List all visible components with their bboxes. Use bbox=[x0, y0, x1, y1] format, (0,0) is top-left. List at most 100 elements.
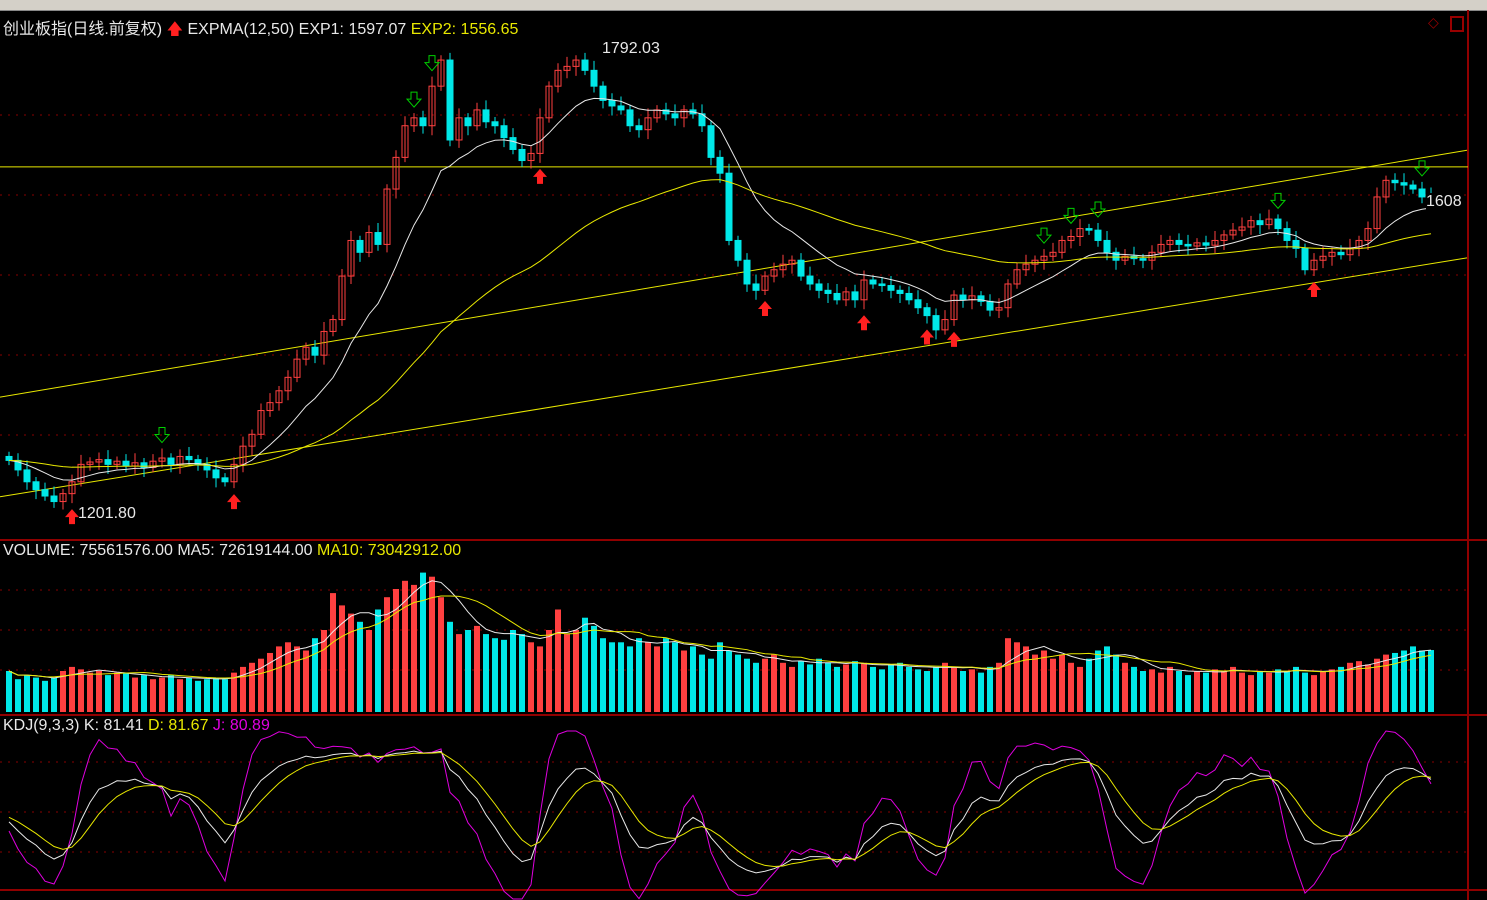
volume-bar bbox=[1104, 646, 1110, 712]
candle-body bbox=[491, 121, 499, 127]
volume-bar bbox=[1311, 675, 1317, 712]
volume-bar bbox=[825, 662, 831, 712]
candle-body bbox=[446, 59, 454, 141]
volume-bar bbox=[159, 677, 165, 712]
indicator-name: EXPMA(12,50) bbox=[187, 21, 295, 38]
candle-body bbox=[860, 279, 868, 301]
candle-body bbox=[1094, 229, 1102, 241]
volume-bar bbox=[78, 669, 84, 712]
buy-arrow-icon bbox=[857, 315, 871, 331]
candle-body bbox=[707, 125, 715, 158]
volume-bar bbox=[132, 677, 138, 712]
volume-bar bbox=[87, 672, 93, 712]
candle-body bbox=[1148, 251, 1156, 261]
candle-body bbox=[761, 275, 769, 291]
candle-body bbox=[1112, 251, 1120, 261]
volume-bar bbox=[960, 671, 966, 712]
volume-bar bbox=[1347, 662, 1353, 712]
candle-body bbox=[734, 239, 742, 261]
volume-bar bbox=[1149, 669, 1155, 712]
candle-body bbox=[1184, 243, 1192, 247]
candle-body bbox=[1139, 258, 1147, 261]
candle-body bbox=[977, 295, 985, 302]
volume-bar bbox=[717, 642, 723, 712]
up-arrow-icon: 🡅 bbox=[166, 21, 184, 38]
volume-bar bbox=[114, 672, 120, 712]
volume-bar bbox=[249, 662, 255, 712]
kdj-header: KDJ(9,3,3) K: 81.41 D: 81.67 J: 80.89 bbox=[3, 717, 270, 735]
d-value: D: 81.67 bbox=[147, 717, 209, 734]
buy-arrow-icon bbox=[947, 331, 961, 347]
buy-arrow-icon bbox=[920, 329, 934, 345]
buy-arrow-icon bbox=[1307, 282, 1321, 298]
volume-bar bbox=[1212, 669, 1218, 712]
candle-body bbox=[1247, 220, 1255, 228]
candle-body bbox=[1004, 283, 1012, 309]
candle-body bbox=[1175, 239, 1183, 245]
volume-bar bbox=[537, 646, 543, 712]
volume-bar bbox=[1059, 654, 1065, 712]
volume-bar bbox=[411, 584, 417, 712]
candle-body bbox=[1319, 255, 1327, 261]
candle-body bbox=[716, 156, 724, 174]
candle-body bbox=[86, 461, 94, 465]
sell-arrow-icon bbox=[1089, 201, 1107, 218]
candle-body bbox=[428, 85, 436, 127]
volume-bar bbox=[573, 630, 579, 712]
volume-bar bbox=[1428, 650, 1434, 712]
volume-bar bbox=[483, 634, 489, 712]
candle-body bbox=[959, 294, 967, 301]
volume-bar bbox=[420, 572, 426, 712]
sell-arrow-icon bbox=[423, 55, 441, 72]
candle-body bbox=[1013, 269, 1021, 285]
volume-bar bbox=[456, 634, 462, 712]
candle-body bbox=[1166, 239, 1174, 245]
ma10-value: MA10: 73042912.00 bbox=[317, 542, 462, 559]
menu-bar[interactable] bbox=[0, 0, 1487, 11]
candle-body bbox=[797, 259, 805, 277]
candle-body bbox=[950, 294, 958, 321]
volume-bar bbox=[1221, 671, 1227, 712]
volume-bar bbox=[978, 672, 984, 712]
buy-arrow-icon bbox=[65, 509, 79, 525]
volume-bar bbox=[627, 646, 633, 712]
candle-body bbox=[635, 125, 643, 131]
candle-body bbox=[68, 481, 76, 495]
volume-bar bbox=[357, 621, 363, 712]
candle-body bbox=[932, 315, 940, 331]
volume-bar bbox=[168, 675, 174, 712]
trendline bbox=[0, 149, 1468, 398]
volume-bar bbox=[402, 580, 408, 712]
candle-body bbox=[122, 460, 130, 467]
volume-bar bbox=[141, 675, 147, 712]
layout-toggle-icon[interactable] bbox=[1450, 16, 1464, 32]
volume-bar bbox=[330, 593, 336, 712]
candle-body bbox=[1400, 182, 1408, 186]
candle-body bbox=[356, 239, 364, 253]
j-value: J: 80.89 bbox=[212, 717, 270, 734]
volume-ma5-line bbox=[8, 580, 1432, 680]
volume-ma10-line bbox=[8, 595, 1432, 679]
volume-bar bbox=[1320, 671, 1326, 712]
volume-bar bbox=[1248, 675, 1254, 712]
volume-bar bbox=[1122, 662, 1128, 712]
candle-body bbox=[1103, 239, 1111, 253]
volume-bar bbox=[465, 630, 471, 712]
volume-bar bbox=[348, 613, 354, 712]
volume-bar bbox=[1284, 671, 1290, 712]
candle-body bbox=[662, 109, 670, 115]
volume-bar bbox=[1068, 662, 1074, 712]
candle-body bbox=[347, 239, 355, 277]
candle-body bbox=[617, 105, 625, 111]
candle-body bbox=[32, 481, 40, 491]
buy-arrow-icon bbox=[533, 168, 547, 184]
volume-bar bbox=[1329, 669, 1335, 712]
candle-body bbox=[1076, 228, 1084, 237]
diamond-icon[interactable]: ◇ bbox=[1428, 14, 1439, 30]
candle-body bbox=[1409, 184, 1417, 190]
sell-arrow-icon bbox=[1269, 192, 1287, 210]
candle-body bbox=[140, 462, 148, 469]
candle-body bbox=[896, 289, 904, 294]
volume-bar bbox=[744, 658, 750, 712]
candle-body bbox=[671, 113, 679, 119]
